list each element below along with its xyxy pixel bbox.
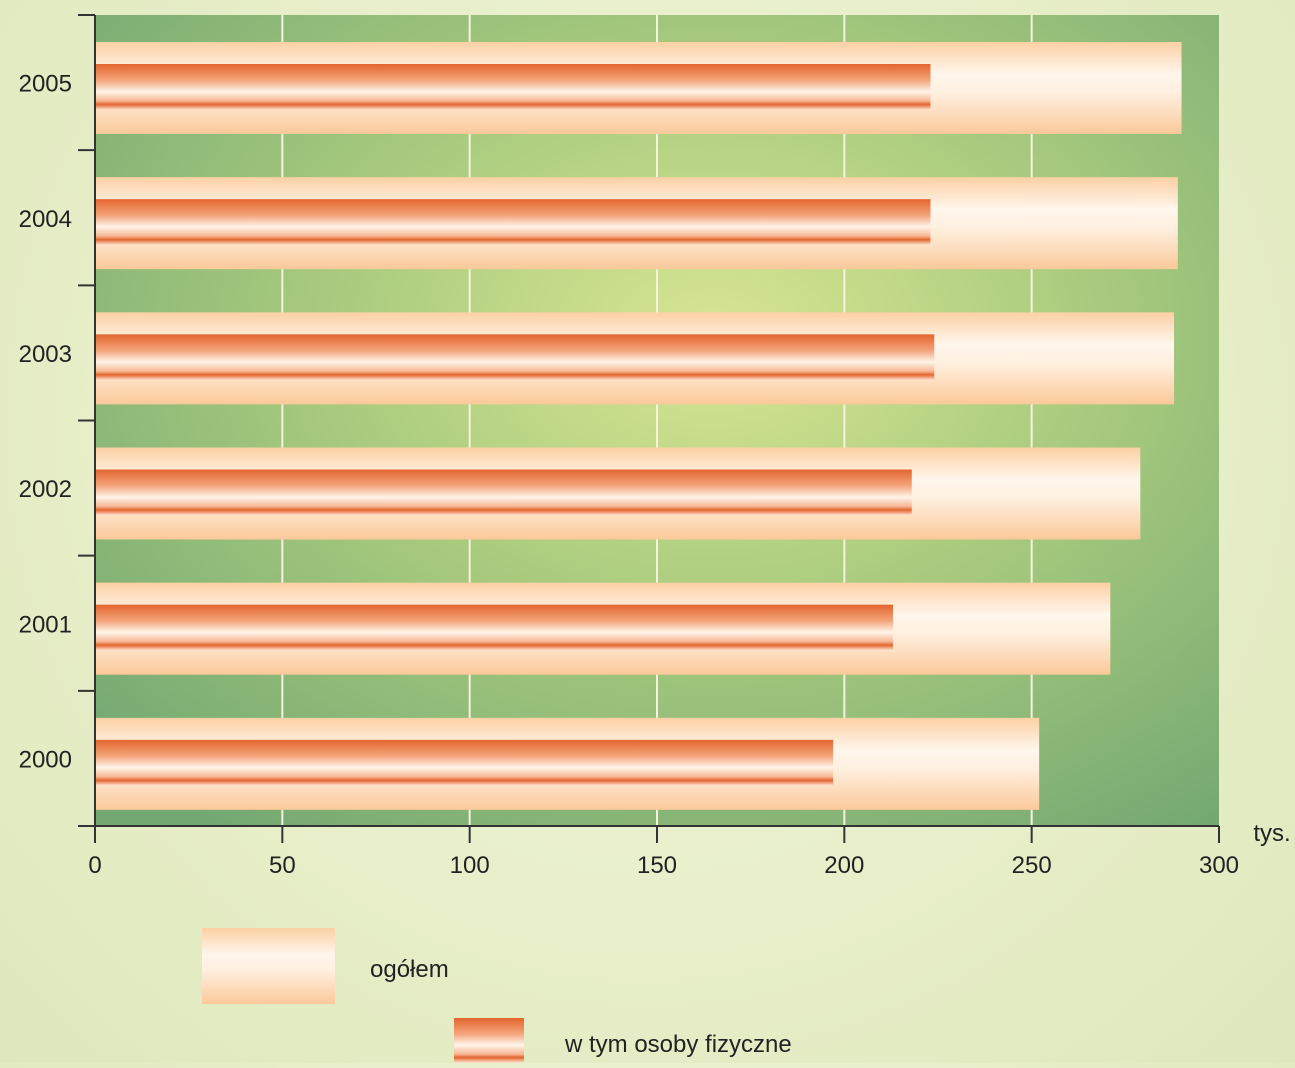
bar-osoby-fizyczne-2003 bbox=[95, 334, 935, 381]
y-tick-label: 2004 bbox=[19, 206, 72, 233]
y-tick-label: 2005 bbox=[19, 71, 72, 98]
x-tick-label: 100 bbox=[450, 852, 490, 879]
legend-label-ogolem: ogółem bbox=[370, 956, 449, 983]
x-tick-label: 250 bbox=[1012, 852, 1052, 879]
x-unit-label: tys. bbox=[1253, 820, 1290, 847]
bar-osoby-fizyczne-2002 bbox=[95, 469, 912, 516]
bar-osoby-fizyczne-2005 bbox=[95, 64, 931, 110]
legend-swatch-ogolem bbox=[202, 928, 335, 1004]
y-tick-label: 2003 bbox=[19, 341, 72, 368]
y-tick-label: 2001 bbox=[19, 611, 72, 638]
bar-osoby-fizyczne-2004 bbox=[95, 199, 931, 246]
plot-area bbox=[95, 15, 1219, 826]
bar-osoby-fizyczne-2000 bbox=[95, 739, 834, 786]
bars bbox=[95, 42, 1182, 810]
bar-osoby-fizyczne-2001 bbox=[95, 604, 894, 651]
x-tick-label: 200 bbox=[824, 852, 864, 879]
legend-swatch-osoby-fizyczne bbox=[454, 1018, 524, 1063]
y-tick-label: 2000 bbox=[19, 746, 72, 773]
x-tick-label: 300 bbox=[1199, 852, 1239, 879]
legend-label-osoby-fizyczne: w tym osoby fizyczne bbox=[564, 1031, 792, 1058]
legend: ogółem w tym osoby fizyczne bbox=[202, 928, 792, 1063]
x-tick-label: 50 bbox=[269, 852, 296, 879]
x-tick-label: 150 bbox=[637, 852, 677, 879]
axes: 2005 2004 2003 2002 2001 2000 0 50 100 150 200 250 3… bbox=[19, 14, 1291, 879]
x-tick-label: 0 bbox=[88, 852, 101, 879]
y-tick-label: 2002 bbox=[19, 476, 72, 503]
